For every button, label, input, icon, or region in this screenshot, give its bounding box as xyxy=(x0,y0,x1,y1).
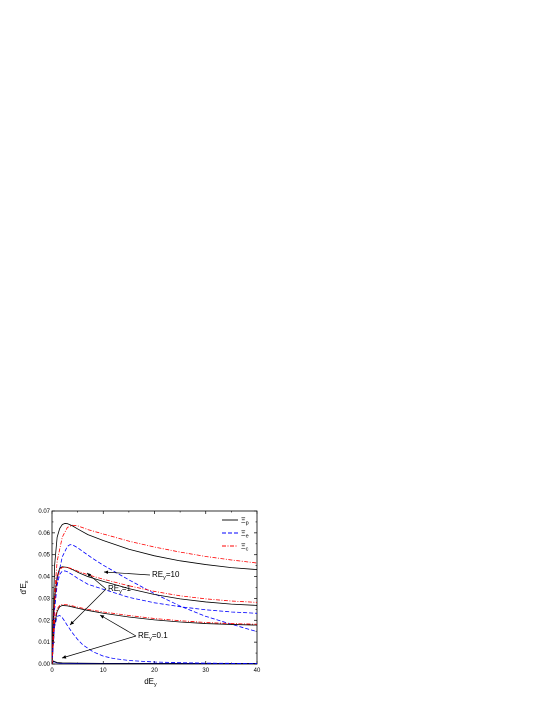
annotation-re01-sub: y xyxy=(149,636,152,642)
annotation-re10-sub: y xyxy=(163,575,166,581)
series-line-re-1-c xyxy=(52,566,257,664)
annotation-re1-suffix: =1 xyxy=(122,584,132,593)
plot-frame xyxy=(51,510,258,665)
x-tick-label: 0 xyxy=(50,668,54,674)
y-tick-label: 0.01 xyxy=(38,640,50,646)
annotation-arrow-re01-a xyxy=(99,614,137,637)
y-tick-label: 0.00 xyxy=(38,662,50,668)
legend-label-sub: c xyxy=(246,547,249,553)
annotation-re1-main: RE xyxy=(108,584,119,593)
plot-root: 0 10 20 30 40 0.00 0.01 0.02 0.03 0.04 0.05 0.06 0.0… xyxy=(19,509,261,688)
y-tick-label: 0.05 xyxy=(38,553,50,559)
legend-label-main: Ξ xyxy=(241,518,246,525)
annotation-arrow-re1-b-head xyxy=(70,620,75,625)
legend-label-sub: e xyxy=(246,534,249,540)
annotation-arrow-re1-b xyxy=(69,588,107,626)
x-tick-label: 40 xyxy=(254,668,261,674)
series-line-re-1-e xyxy=(52,570,257,664)
series-group-re-1 xyxy=(52,566,257,664)
annotation-arrow-re01-a-head xyxy=(100,615,105,619)
legend-label: Ξc xyxy=(241,544,249,553)
x-axis-label-sub: y xyxy=(154,682,157,688)
y-tick-label: 0.03 xyxy=(38,596,50,602)
series-line-re-10-p xyxy=(52,523,257,664)
annotation-arrow-re10 xyxy=(103,571,151,576)
annotation-re1-sub: y xyxy=(119,589,122,595)
series-line-re-0.1-c xyxy=(52,604,257,664)
annotation-arrow-re1-a-head xyxy=(87,573,92,577)
annotation-re10-main: RE xyxy=(152,570,163,579)
y-tick-label: 0.06 xyxy=(38,531,50,537)
annotation-re1: REy=1 xyxy=(108,584,132,595)
x-axis-label-main: dE xyxy=(144,677,154,686)
annotation-re10-suffix: =10 xyxy=(166,570,180,579)
legend-label: Ξp xyxy=(241,518,249,527)
y-axis-label-sub: x xyxy=(24,580,30,583)
x-tick-label: 30 xyxy=(202,668,209,674)
y-axis-label-main: d'E xyxy=(19,583,28,594)
series-line-re-1-p xyxy=(52,566,257,664)
y-tick-label: 0.07 xyxy=(38,509,50,515)
y-tick-label: 0.04 xyxy=(38,575,50,581)
annotation-arrow-re01-b xyxy=(61,635,137,659)
x-axis: 0 10 20 30 40 xyxy=(50,511,261,674)
annotation-arrow-re01-b-head xyxy=(62,655,67,659)
legend-label-sub: p xyxy=(246,521,249,527)
annotation-re01-suffix: =0.1 xyxy=(152,631,168,640)
series-group-re-0.1 xyxy=(52,604,257,664)
floor-line-1 xyxy=(52,660,257,664)
legend-label-main: Ξ xyxy=(241,544,246,551)
curves xyxy=(52,523,257,664)
y-tick-label: 0.02 xyxy=(38,618,50,624)
annotation-re01: REy=0.1 xyxy=(138,631,168,642)
legend-label: Ξe xyxy=(241,531,249,540)
series-line-re-10-c xyxy=(52,524,257,664)
x-axis-label: dEy xyxy=(144,677,157,688)
series-group-re-10 xyxy=(52,523,257,664)
x-tick-label: 20 xyxy=(151,668,158,674)
annotation-re01-main: RE xyxy=(138,631,149,640)
x-tick-label: 10 xyxy=(100,668,107,674)
annotation-arrow-re10-head xyxy=(104,570,109,575)
series-line-re-0.1-p xyxy=(52,605,257,664)
legend-label-main: Ξ xyxy=(241,531,246,538)
annotation-arrow-re1-a xyxy=(86,572,107,590)
annotation-re10: REy=10 xyxy=(152,570,180,581)
series-line-re-0.1-e xyxy=(52,615,257,664)
y-axis-label: d'Ex xyxy=(19,580,30,594)
series-line-re-10-e xyxy=(52,544,257,664)
